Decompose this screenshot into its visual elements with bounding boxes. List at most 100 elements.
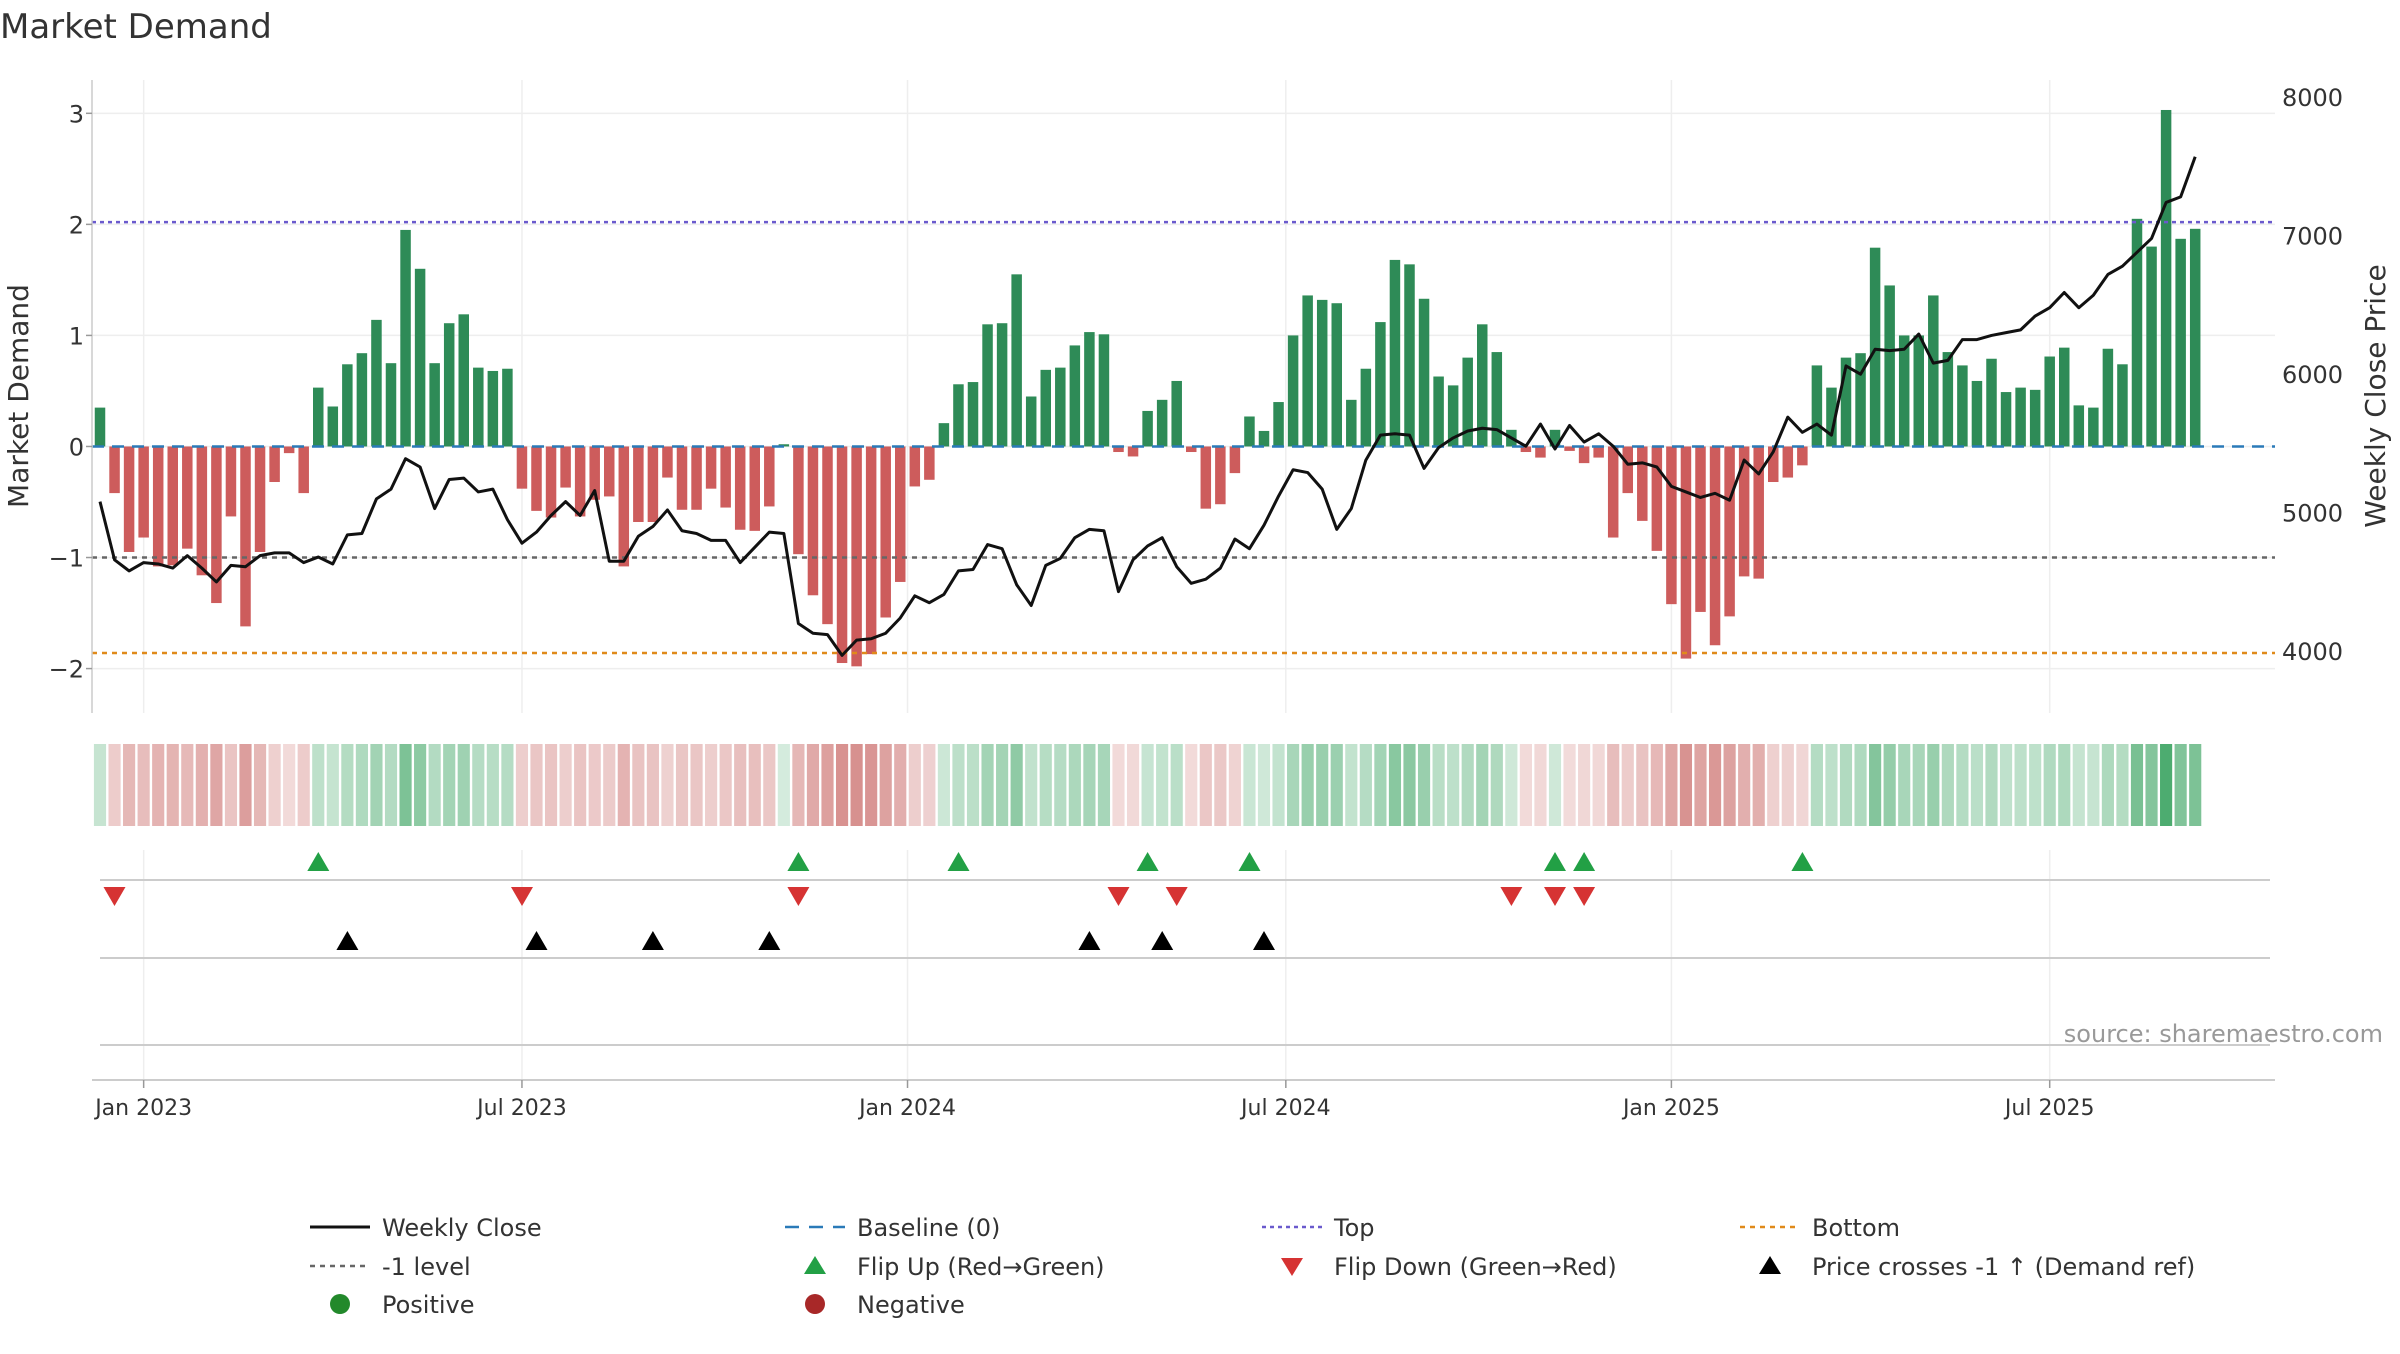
demand-bar-negative <box>1738 446 1750 577</box>
price-cross-marker <box>1078 931 1101 950</box>
heat-cell <box>1199 744 1212 826</box>
demand-bar-positive <box>982 324 993 447</box>
demand-bar-negative <box>1186 446 1197 453</box>
left-y-ticks: −2 −1 0 1 2 3 <box>49 100 92 684</box>
demand-bar-negative <box>836 446 848 664</box>
legend-item-negative: Negative <box>805 1291 965 1319</box>
demand-bar-negative <box>196 446 208 576</box>
heat-cell <box>2072 744 2085 826</box>
demand-bar-positive <box>1898 335 1910 447</box>
demand-bar-negative <box>1768 446 1779 483</box>
demand-bar-negative <box>604 446 615 497</box>
demand-bar-positive <box>1826 387 1837 447</box>
heat-cell <box>1403 744 1416 826</box>
demand-bar-positive <box>1316 299 1328 447</box>
flip-down-marker <box>1107 887 1130 906</box>
demand-bar-positive <box>487 370 499 447</box>
heat-cell <box>1548 744 1562 826</box>
heat-cell <box>1912 744 1925 826</box>
demand-bar-positive <box>400 229 411 447</box>
demand-bar-negative <box>691 446 702 510</box>
flip-down-marker <box>1165 887 1188 906</box>
heat-cell <box>515 744 529 826</box>
y-tick-label-left: 1 <box>69 322 84 350</box>
demand-bar-negative <box>138 446 149 538</box>
legend: Weekly Close Baseline (0) Top Bottom -1 leve… <box>310 1214 2195 1319</box>
heat-cell <box>1592 744 1605 826</box>
heat-cell <box>2174 744 2187 826</box>
demand-bar-negative <box>909 446 921 487</box>
demand-bar-negative <box>1797 446 1808 466</box>
demand-bar-negative <box>269 446 280 483</box>
heat-cell <box>1170 744 1183 826</box>
heat-cell <box>1708 744 1722 826</box>
heat-cell <box>239 744 252 826</box>
heat-cell <box>108 744 121 826</box>
demand-bar-negative <box>1578 446 1590 464</box>
demand-bars <box>94 109 2201 667</box>
heat-cell <box>1316 744 1329 826</box>
heat-cell <box>2043 744 2056 826</box>
flip-up-marker <box>1544 852 1566 871</box>
heat-cell <box>661 744 674 826</box>
flip-down-marker <box>787 887 810 906</box>
price-cross-marker <box>758 931 781 950</box>
demand-bar-negative <box>1666 446 1677 605</box>
demand-bar-positive <box>1884 285 1895 447</box>
demand-bar-positive <box>342 364 353 447</box>
legend-item-minus-one: -1 level <box>310 1253 471 1281</box>
demand-bar-negative <box>1113 446 1124 453</box>
demand-bar-positive <box>1244 416 1255 447</box>
demand-bar-negative <box>807 446 819 596</box>
demand-bar-negative <box>720 446 731 508</box>
demand-bar-positive <box>1258 430 1270 447</box>
x-tick-label: Jul 2023 <box>475 1096 567 1121</box>
demand-bar-negative <box>705 446 717 489</box>
y-tick-label-right: 4000 <box>2282 638 2343 666</box>
demand-bar-negative <box>1215 446 1226 505</box>
heat-cell <box>1097 744 1111 826</box>
heat-cell <box>414 744 427 826</box>
heat-cell <box>472 744 485 826</box>
legend-item-price-cross: Price crosses -1 ↑ (Demand ref) <box>1759 1253 2195 1281</box>
heat-cell <box>1578 744 1591 826</box>
heat-cell <box>588 744 601 826</box>
heat-cell <box>690 744 703 826</box>
demand-bar-negative <box>822 446 833 625</box>
demand-bar-negative <box>1535 446 1546 458</box>
heat-cell <box>1927 744 1940 826</box>
legend-label: Price crosses -1 ↑ (Demand ref) <box>1812 1253 2195 1281</box>
legend-item-positive: Positive <box>330 1291 475 1319</box>
heat-cell <box>1359 744 1372 826</box>
demand-bar-positive <box>2146 246 2157 447</box>
demand-bar-negative <box>589 446 600 500</box>
legend-swatch-positive <box>330 1294 350 1314</box>
heat-cell <box>1432 744 1445 826</box>
heat-cell <box>806 744 820 826</box>
heat-cell <box>1272 744 1285 826</box>
heat-cell <box>501 744 514 826</box>
heat-cell <box>2101 744 2114 826</box>
heat-cell <box>1679 744 1693 826</box>
demand-bar-positive <box>1942 352 1954 447</box>
demand-bar-negative <box>764 446 775 507</box>
demand-bar-negative <box>123 446 135 552</box>
demand-bar-negative <box>298 446 309 494</box>
demand-bar-negative <box>880 446 891 618</box>
flip-up-marker <box>1573 852 1596 871</box>
heat-cell <box>1607 744 1620 826</box>
heat-cell <box>879 744 892 826</box>
demand-bar-positive <box>967 382 979 447</box>
heat-cell <box>646 744 659 826</box>
x-tick-label: Jul 2025 <box>2003 1096 2095 1121</box>
demand-bar-positive <box>1055 367 1066 447</box>
legend-label: Bottom <box>1812 1214 1900 1242</box>
heat-cell <box>1476 744 1489 826</box>
heat-cell <box>443 744 456 826</box>
demand-bar-negative <box>240 446 251 627</box>
y-tick-label-left: 0 <box>69 433 84 461</box>
demand-bar-positive <box>1855 353 1866 447</box>
heat-cell <box>181 744 194 826</box>
demand-bar-positive <box>1287 335 1299 447</box>
